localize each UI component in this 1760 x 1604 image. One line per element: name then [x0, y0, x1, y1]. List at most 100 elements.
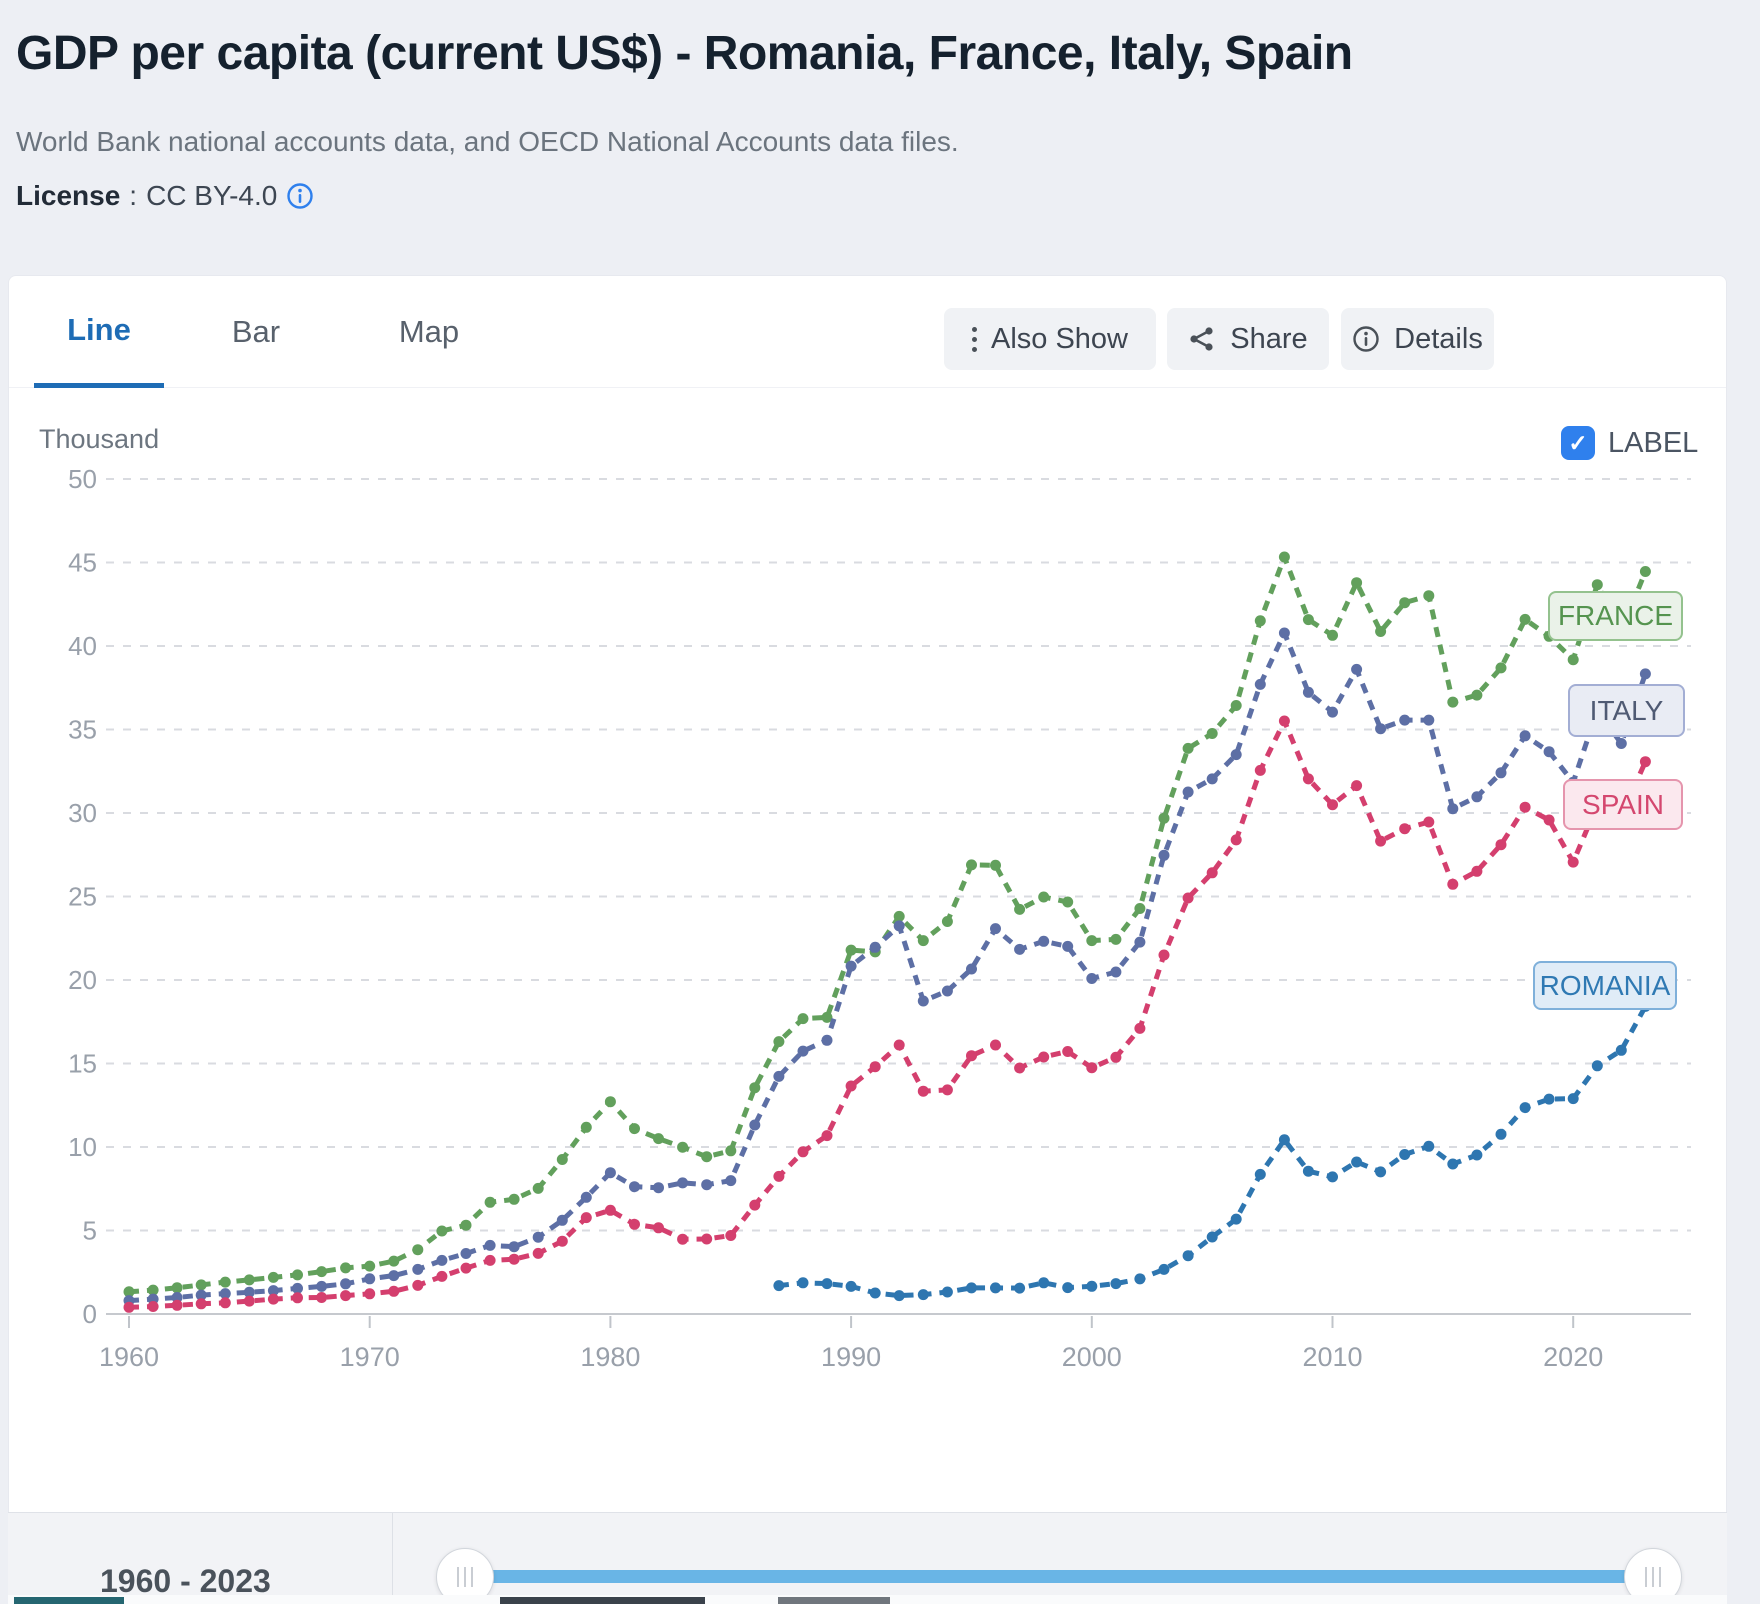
data-point-france: [1327, 629, 1338, 641]
series-line-spain: [128, 718, 1648, 1310]
data-point-france: [749, 1082, 761, 1094]
series-label-romania[interactable]: ROMANIA: [1533, 961, 1677, 1010]
data-point-romania: [941, 1286, 953, 1298]
share-icon: [1188, 325, 1216, 353]
data-point-italy: [292, 1282, 303, 1294]
data-point-spain: [267, 1293, 279, 1305]
data-point-romania: [990, 1282, 1001, 1294]
data-point-france: [340, 1262, 352, 1274]
data-point-spain: [653, 1222, 664, 1234]
data-point-spain: [1182, 892, 1194, 904]
data-point-romania: [1134, 1273, 1146, 1285]
data-point-italy: [1086, 973, 1098, 984]
y-tick-label: 40: [68, 631, 97, 661]
data-point-romania: [966, 1282, 977, 1294]
data-point-france: [845, 944, 857, 956]
data-point-romania: [1327, 1171, 1338, 1183]
data-point-france: [292, 1269, 303, 1281]
data-point-france: [1567, 654, 1579, 666]
data-point-romania: [1014, 1282, 1026, 1294]
also-show-button[interactable]: Also Show: [944, 308, 1156, 370]
series-line-france: [128, 554, 1648, 1295]
data-point-spain: [1038, 1051, 1050, 1063]
data-point-france: [243, 1274, 255, 1286]
data-point-spain: [941, 1084, 953, 1096]
data-point-spain: [364, 1288, 376, 1300]
data-point-italy: [845, 960, 857, 972]
data-point-spain: [508, 1253, 520, 1265]
data-point-italy: [508, 1241, 520, 1253]
range-slider-track[interactable]: [484, 1570, 1626, 1583]
data-point-romania: [1567, 1093, 1579, 1105]
data-point-spain: [1014, 1062, 1026, 1074]
data-point-spain: [412, 1279, 424, 1291]
chart-card: Line Bar Map Also Show Share Details Tho…: [8, 275, 1727, 1512]
also-show-label: Also Show: [990, 322, 1128, 355]
data-point-spain: [701, 1233, 713, 1245]
data-point-france: [1110, 933, 1122, 945]
data-point-italy: [219, 1288, 231, 1300]
data-point-spain: [580, 1212, 592, 1224]
data-point-romania: [1158, 1263, 1170, 1275]
data-point-italy: [1519, 730, 1531, 742]
data-point-romania: [1495, 1128, 1507, 1140]
label-checkbox[interactable]: ✓ LABEL: [1561, 426, 1698, 460]
data-point-spain: [532, 1247, 544, 1259]
data-point-france: [1639, 566, 1651, 577]
license-info-icon[interactable]: [286, 182, 314, 210]
data-point-spain: [629, 1218, 640, 1230]
cutoff-fragment: [778, 1597, 890, 1604]
data-point-france: [1134, 903, 1146, 914]
data-point-spain: [484, 1254, 496, 1266]
range-slider-right-handle[interactable]: [1624, 1548, 1682, 1604]
share-button[interactable]: Share: [1167, 308, 1329, 370]
data-point-italy: [316, 1280, 328, 1292]
data-point-italy: [1278, 627, 1290, 639]
series-label-italy[interactable]: ITALY: [1568, 684, 1685, 737]
data-point-spain: [773, 1170, 785, 1182]
data-point-italy: [797, 1045, 809, 1057]
data-point-france: [508, 1193, 520, 1205]
y-tick-label: 45: [68, 548, 97, 578]
data-point-spain: [604, 1204, 616, 1216]
data-point-romania: [1471, 1149, 1483, 1161]
data-point-spain: [340, 1290, 352, 1302]
tab-map[interactable]: Map: [359, 276, 499, 388]
data-point-spain: [1230, 834, 1242, 846]
tab-line-label: Line: [67, 311, 131, 347]
kebab-menu-icon: [971, 326, 977, 352]
tab-line[interactable]: Line: [34, 276, 164, 388]
y-tick-label: 15: [68, 1049, 97, 1079]
data-point-france: [316, 1266, 328, 1278]
data-point-spain: [1399, 823, 1411, 835]
data-point-romania: [1062, 1282, 1074, 1294]
checkbox-checked-icon[interactable]: ✓: [1561, 426, 1595, 460]
grip-icon: [1645, 1567, 1647, 1587]
data-point-france: [1086, 935, 1098, 947]
data-point-italy: [725, 1175, 737, 1187]
tab-bar-label: Bar: [231, 314, 281, 349]
data-point-romania: [1423, 1140, 1435, 1152]
tab-bar[interactable]: Bar: [186, 276, 326, 388]
data-point-italy: [556, 1214, 568, 1226]
data-point-romania: [1519, 1102, 1531, 1114]
data-point-france: [1447, 696, 1459, 708]
data-point-italy: [267, 1285, 279, 1297]
data-point-france: [941, 916, 953, 927]
line-chart: 0 5 10 15 20 25 30 35 40 45 50 1960 1970 1980 1990 2000…: [68, 464, 1691, 1372]
series-label-france[interactable]: FRANCE: [1548, 591, 1683, 641]
data-point-spain: [845, 1080, 857, 1092]
data-point-france: [460, 1219, 472, 1231]
range-slider-left-handle[interactable]: [436, 1548, 494, 1604]
series-label-spain[interactable]: SPAIN: [1563, 779, 1683, 830]
data-point-italy: [364, 1273, 376, 1285]
data-point-france: [917, 935, 929, 947]
data-point-france: [725, 1145, 737, 1157]
data-point-france: [436, 1225, 448, 1237]
details-button[interactable]: Details: [1341, 308, 1494, 370]
data-point-romania: [1182, 1250, 1194, 1262]
data-point-spain: [1375, 835, 1387, 847]
data-point-spain: [1447, 878, 1459, 890]
data-point-italy: [966, 963, 977, 975]
data-point-france: [797, 1013, 809, 1025]
